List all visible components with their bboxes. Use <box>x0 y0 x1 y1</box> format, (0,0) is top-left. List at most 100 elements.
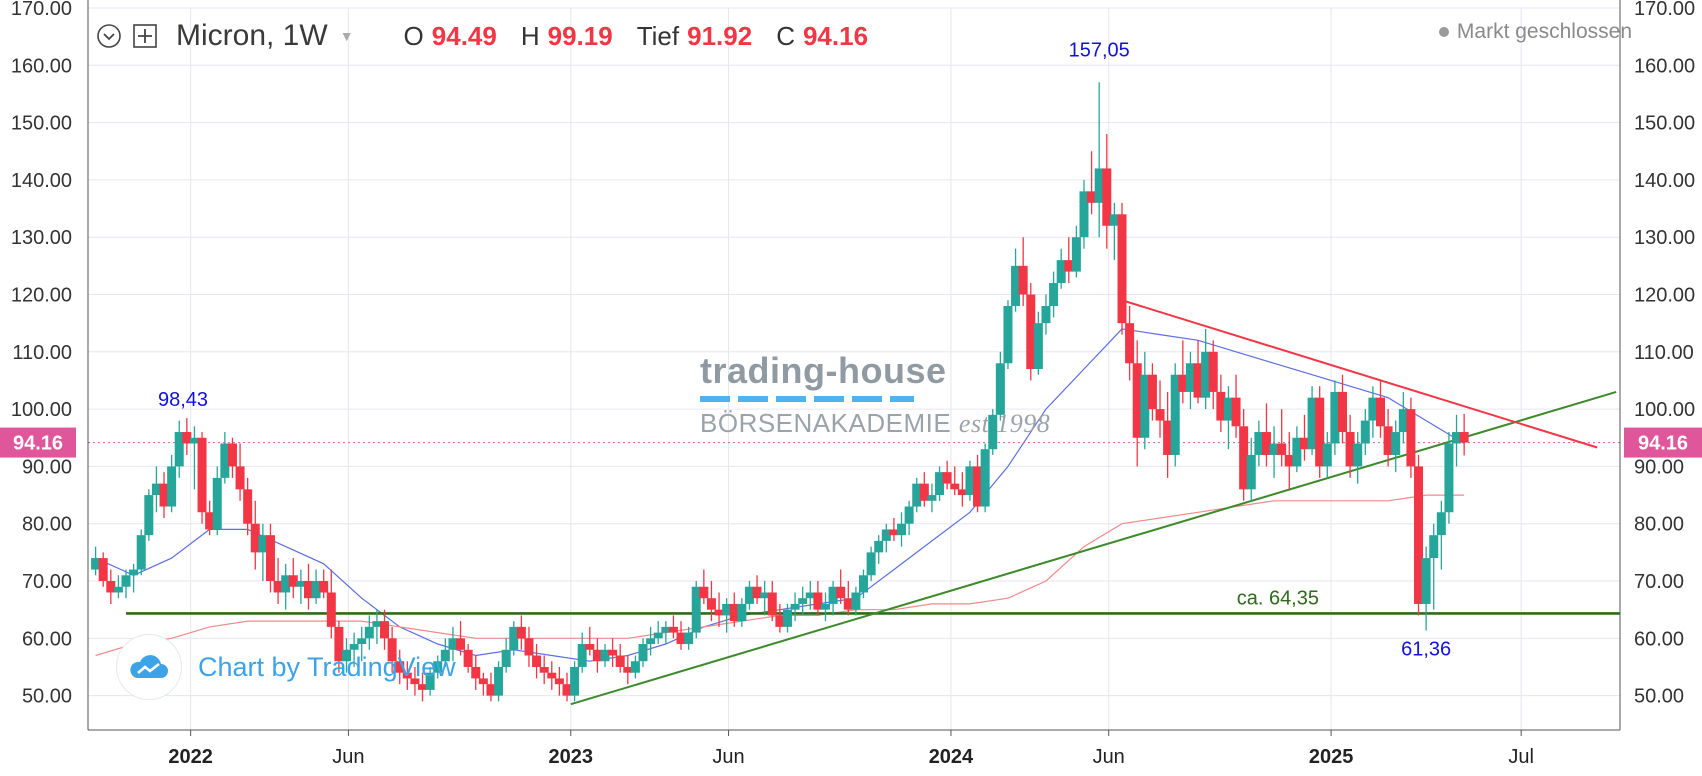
support-label: ca. 64,35 <box>1237 587 1319 609</box>
candle-body <box>410 678 420 685</box>
candle-body <box>129 569 139 576</box>
candle-body <box>509 626 519 650</box>
attribution-text: Chart by TradingView <box>198 651 456 682</box>
x-tick-label: Jun <box>1093 746 1125 768</box>
candle-body <box>950 483 960 490</box>
market-status: Markt geschlossen <box>1438 20 1632 44</box>
y-tick-label-right: 170.00 <box>1634 0 1695 20</box>
watermark-dash <box>700 396 914 402</box>
candlestick-series <box>91 82 1469 702</box>
candle-body <box>471 666 481 679</box>
candle-body <box>478 678 488 685</box>
watermark-line2: BÖRSENAKADEMIE est 1998 <box>700 408 1050 439</box>
x-tick-label: 2023 <box>549 746 594 768</box>
y-tick-label-left: 150.00 <box>11 113 72 135</box>
candle-body <box>714 609 724 616</box>
candle-body <box>782 609 792 627</box>
y-tick-label-left: 120.00 <box>11 285 72 307</box>
chart-header: Micron, 1W ▼ O 94.49 H 99.19 Tief 91.92 … <box>96 18 868 54</box>
candle-body <box>1261 432 1271 455</box>
candle-body <box>1353 443 1363 467</box>
candle-body <box>1239 426 1249 490</box>
candle-body <box>1155 409 1165 421</box>
candle-body <box>1246 454 1256 490</box>
candle-body <box>486 684 496 696</box>
candle-body <box>1132 363 1142 438</box>
chevron-down-circle-icon[interactable] <box>96 23 122 49</box>
y-tick-label-right: 70.00 <box>1634 571 1684 593</box>
close-label: C <box>776 20 795 51</box>
candle-body <box>600 649 610 662</box>
candle-body <box>1284 454 1294 467</box>
candle-body <box>1018 265 1028 295</box>
candle-body <box>1383 426 1393 455</box>
y-tick-label-right: 160.00 <box>1634 55 1695 77</box>
candle-body <box>866 552 876 576</box>
y-tick-label-right: 140.00 <box>1634 170 1695 192</box>
candle-body <box>1231 397 1241 427</box>
candle-body <box>433 661 443 673</box>
candle-body <box>1421 558 1431 604</box>
candle-body <box>980 449 990 507</box>
candle-body <box>699 586 709 599</box>
candle-body <box>281 575 291 593</box>
candle-body <box>919 483 929 501</box>
candle-body <box>973 466 983 507</box>
candle-body <box>775 615 785 627</box>
candle-body <box>440 649 450 662</box>
candle-body <box>547 672 557 679</box>
candle-body <box>372 621 382 627</box>
candle-body <box>935 472 945 496</box>
candle-body <box>798 598 808 604</box>
candle-body <box>570 666 580 696</box>
uptrend-line <box>570 390 1617 706</box>
candle-body <box>813 592 823 610</box>
downtrend-line <box>1121 299 1598 449</box>
candle-body <box>258 535 268 553</box>
candle-body <box>250 523 260 553</box>
y-tick-label-left: 50.00 <box>22 686 72 708</box>
high-label: H <box>520 20 540 51</box>
candle-body <box>608 649 618 656</box>
candle-body <box>1406 409 1416 467</box>
candle-body <box>136 535 146 570</box>
high-annotation-2024: 157,05 <box>1069 40 1130 62</box>
candle-body <box>144 495 154 536</box>
candle-body <box>265 535 275 582</box>
tradingview-attribution[interactable]: Chart by TradingView <box>116 634 456 700</box>
candle-body <box>220 443 230 478</box>
candle-body <box>836 586 846 599</box>
candle-body <box>106 581 116 593</box>
candle-body <box>501 649 511 667</box>
candle-body <box>1117 214 1127 324</box>
candle-body <box>98 558 108 582</box>
candle-body <box>889 529 899 536</box>
candle-body <box>1322 443 1332 467</box>
tradingview-cloud-icon <box>116 634 182 700</box>
x-tick-label: Jun <box>712 746 744 768</box>
y-tick-label-left: 140.00 <box>11 170 72 192</box>
candle-body <box>1337 391 1347 433</box>
candle-body <box>1398 409 1408 433</box>
y-tick-label-left: 110.00 <box>12 342 72 364</box>
candle-body <box>1330 391 1340 444</box>
candle-body <box>1368 397 1378 421</box>
candle-body <box>418 684 428 690</box>
close-value: 94.16 <box>802 20 869 51</box>
candle-body <box>1033 323 1043 369</box>
dropdown-arrow-icon[interactable]: ▼ <box>339 28 354 44</box>
y-tick-label-left: 170.00 <box>11 0 72 20</box>
market-status-text: Markt geschlossen <box>1456 20 1632 43</box>
candle-body <box>1299 437 1309 450</box>
y-tick-label-right: 120.00 <box>1634 285 1695 307</box>
symbol-title[interactable]: Micron, 1W <box>176 19 328 52</box>
plus-square-icon[interactable] <box>132 23 158 49</box>
candle-body <box>1429 535 1439 559</box>
candle-body <box>988 414 998 450</box>
candle-body <box>91 558 101 570</box>
candle-body <box>1049 283 1059 306</box>
y-tick-label-right: 110.00 <box>1634 342 1694 364</box>
candle-body <box>1064 260 1074 272</box>
candle-body <box>767 592 777 616</box>
